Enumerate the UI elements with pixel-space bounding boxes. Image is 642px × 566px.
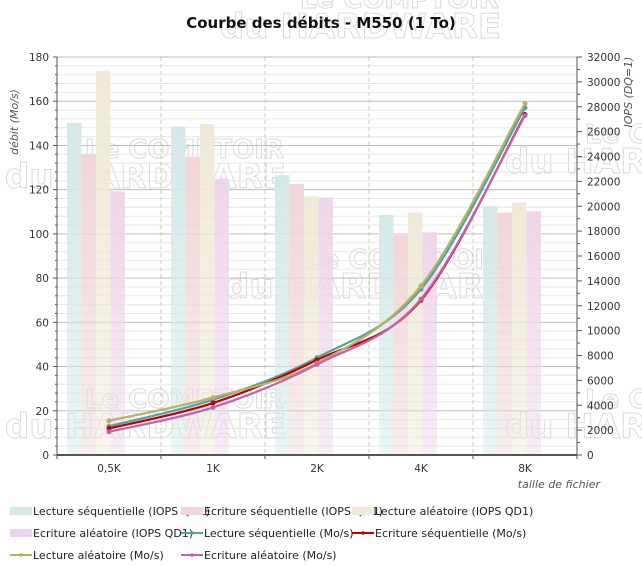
y2-tick-label: 12000 — [587, 301, 620, 313]
data-point — [106, 418, 112, 424]
y2-tick-label: 20000 — [587, 201, 620, 213]
legend-swatch — [10, 529, 32, 537]
y-axis-label: débit (Mo/s) — [8, 89, 21, 155]
bar — [483, 206, 498, 455]
data-point — [418, 283, 424, 289]
bar — [512, 202, 527, 455]
y2-axis-label: IOPS (DQ=1) — [622, 57, 635, 128]
y-tick-label: 140 — [29, 140, 49, 152]
y-tick-label: 160 — [29, 96, 49, 108]
bar — [67, 122, 82, 455]
bar — [526, 211, 541, 455]
legend-marker — [190, 531, 194, 535]
data-point — [210, 404, 216, 410]
data-point — [106, 429, 112, 435]
y2-tick-label: 4000 — [587, 400, 614, 412]
bar — [110, 191, 125, 455]
bar — [289, 183, 304, 456]
bar — [318, 197, 333, 455]
legend-label: Ecriture aléatoire (IOPS QD1) — [33, 527, 193, 540]
series-line — [108, 115, 526, 433]
bar — [171, 126, 186, 456]
legend-swatch — [10, 507, 32, 515]
y-tick-label: 60 — [36, 317, 49, 329]
legend-marker — [19, 553, 23, 557]
legend-label: Ecriture séquentielle (Mo/s) — [375, 527, 526, 540]
x-tick-label: 0,5K — [97, 463, 122, 475]
bar — [379, 214, 394, 455]
y-tick-label: 180 — [29, 52, 49, 64]
y-tick-label: 40 — [36, 362, 49, 374]
bar — [393, 233, 408, 455]
y-tick-label: 20 — [36, 406, 49, 418]
series-line — [108, 107, 526, 428]
legend-label: Lecture aléatoire (IOPS QD1) — [375, 505, 533, 518]
y2-tick-label: 10000 — [587, 326, 620, 338]
data-point — [210, 400, 216, 406]
data-point — [522, 100, 528, 106]
legend-label: Lecture séquentielle (Mo/s) — [204, 527, 354, 540]
y2-tick-label: 0 — [587, 450, 594, 462]
watermark-text: Le COMPTOIR — [585, 120, 642, 150]
x-tick-label: 8K — [518, 463, 533, 475]
legend-swatch — [352, 507, 374, 515]
y-tick-label: 0 — [42, 450, 49, 462]
lines — [106, 100, 528, 435]
y2-tick-label: 14000 — [587, 276, 620, 288]
bar — [214, 178, 229, 455]
bar — [81, 154, 96, 455]
chart-title: Courbe des débits - M550 (1 To) — [186, 14, 456, 32]
bar — [185, 156, 200, 455]
y-tick-label: 100 — [29, 229, 49, 241]
bar — [422, 232, 437, 455]
y2-tick-label: 26000 — [587, 127, 620, 139]
watermark-text: du HARDWARE — [220, 7, 501, 47]
x-tick-label: 2K — [310, 463, 325, 475]
y2-tick-label: 6000 — [587, 375, 614, 387]
y2-tick-label: 22000 — [587, 176, 620, 188]
x-tick-label: 4K — [414, 463, 429, 475]
axes: 0 20 40 60 80 100 120 140 160 180 0 2000 4000 6000 800… — [29, 52, 620, 475]
bar — [275, 175, 290, 455]
watermark-text: Le COMPTOIR — [585, 385, 642, 415]
y2-tick-label: 24000 — [587, 152, 620, 164]
y-tick-label: 80 — [36, 273, 49, 285]
x-axis-label: taille de fichier — [518, 478, 602, 491]
bar — [96, 70, 111, 456]
legend-label: Lecture aléatoire (Mo/s) — [33, 549, 164, 562]
y2-tick-label: 28000 — [587, 102, 620, 114]
legend-marker — [190, 553, 194, 557]
legend-label: Ecriture aléatoire (Mo/s) — [204, 549, 337, 562]
data-point — [522, 113, 528, 119]
legend-label: Ecriture séquentielle (IOPS QD1) — [204, 505, 383, 518]
legend-label: Lecture séquentielle (IOPS QD1) — [33, 505, 210, 518]
legend-swatch — [181, 507, 203, 515]
y2-tick-label: 32000 — [587, 52, 620, 64]
data-point — [210, 395, 216, 401]
y2-tick-label: 16000 — [587, 251, 620, 263]
legend-marker — [361, 531, 365, 535]
bars — [67, 70, 541, 456]
series-line — [108, 102, 526, 422]
y2-tick-label: 30000 — [587, 77, 620, 89]
bar — [497, 212, 512, 455]
data-point — [314, 361, 320, 367]
y2-tick-label: 18000 — [587, 226, 620, 238]
y-tick-label: 120 — [29, 185, 49, 197]
bar — [304, 196, 319, 456]
bar — [408, 212, 423, 455]
data-point — [418, 296, 424, 302]
y2-tick-label: 8000 — [587, 351, 614, 363]
watermark-text: du HARDWARE — [505, 142, 642, 182]
legend: Lecture séquentielle (IOPS QD1)Ecriture … — [10, 505, 533, 562]
x-tick-label: 1K — [206, 463, 221, 475]
bar — [200, 124, 215, 455]
y2-tick-label: 2000 — [587, 425, 614, 437]
watermark-text: Le COMPTOIR — [300, 0, 499, 15]
